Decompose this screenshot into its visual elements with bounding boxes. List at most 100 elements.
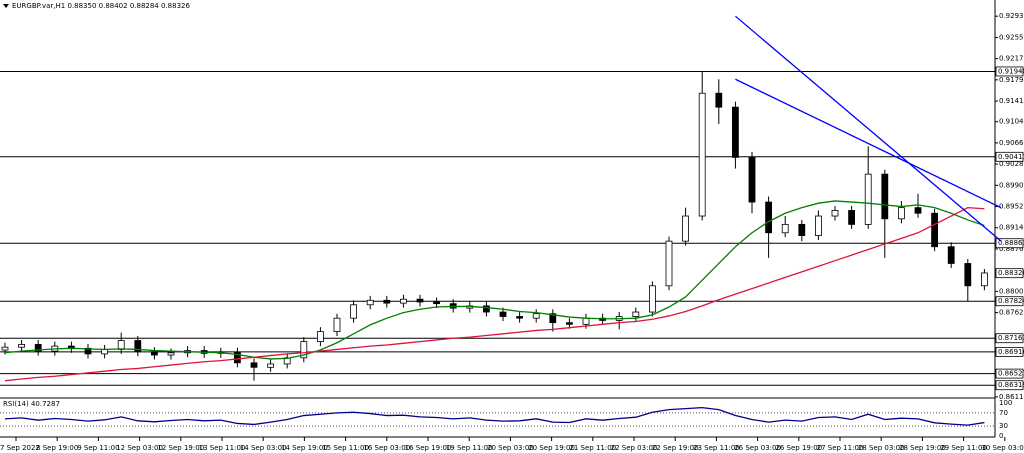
rsi-label: RSI(14) 40.7287: [3, 400, 60, 408]
candle-body: [433, 301, 441, 305]
level-label: 0.87824: [998, 297, 1024, 305]
candle-body: [333, 317, 341, 332]
candle-body: [366, 299, 374, 306]
candle-body: [947, 246, 955, 264]
candle-body: [150, 351, 158, 356]
candle-body: [482, 305, 490, 313]
x-tick-label: 22 Sep 03:00: [611, 444, 658, 452]
candle-body: [964, 263, 972, 287]
candle-body: [267, 363, 275, 368]
candle-body: [831, 210, 839, 217]
candle-body: [566, 322, 573, 325]
level-label-box: [995, 66, 1024, 77]
level-label-box: [995, 151, 1024, 162]
rsi-tick-label: 30: [999, 422, 1008, 430]
x-tick-label: 29 Sep 11:00: [940, 444, 987, 452]
candle-body: [914, 207, 922, 214]
rsi-tick-label: 0: [999, 432, 1003, 440]
x-tick-label: 28 Sep 03:00: [858, 444, 905, 452]
x-tick-label: 21 Sep 11:00: [569, 444, 616, 452]
current-price-box: [995, 268, 1024, 279]
candle-body: [399, 298, 407, 304]
candle-body: [167, 352, 175, 356]
level-label-box: [995, 346, 1024, 357]
candle-body: [101, 349, 108, 355]
x-tick-label: 27 Sep 11:00: [817, 444, 864, 452]
candle-body: [316, 331, 324, 343]
level-label-box: [995, 380, 1024, 391]
candle-body: [582, 317, 590, 325]
x-tick-label: 28 Sep 19:00: [899, 444, 946, 452]
candle-body: [781, 223, 789, 234]
candle-body: [532, 313, 540, 319]
candle-body: [134, 340, 142, 353]
candle-body: [748, 157, 756, 203]
x-tick-label: 14 Sep 19:00: [281, 444, 328, 452]
candle-body: [649, 285, 656, 313]
level-label: 0.86319: [998, 381, 1024, 389]
candle-body: [233, 351, 241, 364]
rsi-tick-label: 70: [999, 409, 1008, 417]
level-label-box: [995, 368, 1024, 379]
x-tick-label: 12 Sep 19:00: [157, 444, 204, 452]
candle-body: [715, 92, 723, 108]
candle-body: [698, 92, 706, 217]
x-tick-label: 8 Sep 19:00: [36, 444, 78, 452]
chart-header: EURGBP.var,H1 0.88350 0.88402 0.88284 0.…: [12, 2, 190, 10]
x-tick-label: 26 Sep 19:00: [775, 444, 822, 452]
candle-body: [898, 207, 905, 220]
candle-body: [117, 340, 125, 350]
level-label: 0.87161: [998, 334, 1024, 342]
candle-body: [632, 311, 640, 317]
moving-average: [4, 206, 985, 382]
candle-body: [881, 173, 889, 220]
x-tick-label: 7 Sep 2022: [0, 444, 40, 452]
candle-body: [516, 316, 523, 319]
candle-body: [416, 298, 424, 303]
candle-body: [848, 210, 855, 225]
candle-body: [499, 311, 507, 317]
x-tick-label: 20 Sep 03:00: [487, 444, 534, 452]
moving-average: [4, 200, 985, 360]
level-label: 0.90411: [998, 153, 1024, 161]
x-tick-label: 13 Sep 11:00: [199, 444, 246, 452]
candle-body: [815, 215, 822, 236]
candle-body: [34, 344, 42, 352]
candle-body: [931, 212, 938, 248]
level-label-box: [995, 296, 1024, 307]
menu-arrow: [3, 4, 9, 8]
candle-body: [250, 362, 258, 368]
candle-body: [798, 223, 806, 236]
candle-body: [732, 106, 739, 158]
candle-body: [350, 304, 358, 319]
x-tick-label: 23 Sep 11:00: [693, 444, 740, 452]
level-label: 0.86916: [998, 348, 1024, 356]
x-tick-label: 30 Sep 03:00: [981, 444, 1024, 452]
x-tick-label: 14 Sep 03:00: [240, 444, 287, 452]
current-price-label: 0.88326: [998, 269, 1024, 277]
candle-body: [864, 173, 872, 225]
trendline: [734, 15, 1002, 242]
x-tick-label: 16 Sep 19:00: [405, 444, 452, 452]
candle-body: [300, 341, 308, 359]
level-label-box: [995, 333, 1024, 344]
candle-body: [765, 201, 772, 234]
